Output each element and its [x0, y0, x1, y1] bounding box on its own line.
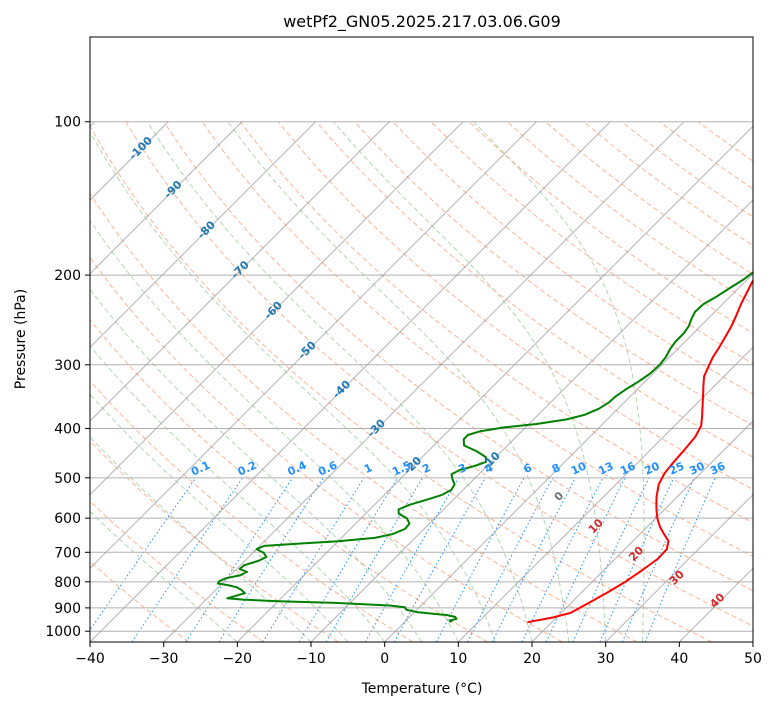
dry-adiabat-line: [392, 121, 753, 395]
x-tick-label: −40: [75, 651, 105, 667]
mixing-ratio-label: 36: [708, 459, 728, 477]
isotherm-line: [90, 121, 611, 642]
mixing-ratio-label: 16: [618, 459, 638, 477]
moist-adiabat-line: [90, 345, 386, 642]
y-tick-label: 800: [54, 575, 81, 591]
isotherm-line: [384, 272, 753, 642]
mixing-ratio-label: 10: [569, 459, 589, 477]
isotherm-line: [90, 121, 537, 570]
mixing-ratio-line: [521, 477, 604, 642]
dewpoint-profile: [216, 271, 753, 623]
x-tick-label: 20: [523, 651, 541, 667]
mixing-ratio-label: 20: [642, 459, 662, 477]
mixing-ratio-label: 30: [687, 459, 707, 477]
moist-adiabat-line: [146, 121, 533, 642]
moist-adiabat-line: [90, 219, 459, 642]
mixing-ratio-line: [467, 477, 554, 642]
plot-area: [90, 37, 753, 642]
x-axis-ticks: −40 −30 −20 −10 0 10 20 30 40 50: [75, 642, 762, 667]
moist-adiabat-line: [332, 121, 607, 642]
x-tick-label: −20: [223, 651, 253, 667]
isotherm-line: [163, 121, 685, 642]
mixing-ratio-line: [185, 477, 293, 642]
chart-title: wetPf2_GN05.2025.217.03.06.G09: [283, 12, 561, 32]
isotherms: [90, 121, 753, 642]
dry-adiabat-line: [239, 121, 753, 524]
mixing-ratio-lines: [90, 477, 716, 642]
isotherm-line: [310, 199, 753, 642]
isotherm-line: [457, 346, 753, 642]
y-tick-label: 400: [54, 421, 81, 437]
dry-adiabat-line: [316, 121, 753, 458]
moist-adiabats: [90, 121, 645, 642]
isotherm-line: [605, 493, 753, 642]
isotherm-line: [90, 121, 390, 422]
y-tick-label: 900: [54, 601, 81, 617]
x-axis-title: Temperature (°C): [361, 681, 483, 697]
temperature-profile: [527, 279, 753, 624]
y-tick-label: 100: [54, 115, 81, 131]
y-tick-label: 500: [54, 471, 81, 487]
dry-adiabat-line: [90, 192, 638, 642]
y-tick-label: 700: [54, 545, 81, 561]
moist-adiabat-line: [90, 130, 496, 642]
x-tick-label: 50: [744, 651, 762, 667]
pressure-gridlines: [90, 121, 753, 632]
mixing-ratio-line: [131, 477, 244, 642]
dry-adiabat-line: [90, 125, 712, 642]
x-tick-label: 30: [597, 651, 615, 667]
dry-adiabat-line: [468, 121, 753, 334]
isotherm-line: [90, 121, 464, 496]
y-tick-label: 300: [54, 358, 81, 374]
dry-adiabat-line: [90, 256, 563, 642]
isotherm-line: [531, 420, 753, 642]
mixing-ratio-line: [262, 477, 365, 642]
mixing-ratio-line: [644, 477, 716, 642]
y-axis-ticks: 100 200 300 400 500 600 700 800 900 1000: [45, 115, 90, 640]
x-tick-label: 10: [449, 651, 467, 667]
dry-adiabat-line: [163, 121, 753, 592]
y-tick-label: 200: [54, 268, 81, 284]
mixing-ratio-label: 25: [667, 459, 686, 477]
mixing-ratio-line: [393, 477, 486, 642]
mixing-ratio-line: [90, 477, 197, 631]
mixing-ratio-line: [435, 477, 525, 642]
isotherm-line: [90, 121, 316, 349]
isotherm-line: [236, 125, 753, 642]
x-tick-label: 0: [380, 651, 389, 667]
dry-adiabat-line: [583, 121, 753, 247]
dry-adiabat-line: [125, 121, 753, 627]
y-tick-label: 600: [54, 511, 81, 527]
x-tick-label: −10: [296, 651, 326, 667]
mixing-ratio-line: [364, 477, 460, 642]
dry-adiabat-line: [545, 121, 753, 275]
isotherm-line: [752, 641, 753, 642]
sounding-series: [216, 271, 753, 624]
dry-adiabat-line: [201, 121, 753, 557]
x-tick-label: 40: [670, 651, 688, 667]
mixing-ratio-line: [491, 477, 576, 642]
mixing-ratio-line: [218, 477, 324, 642]
y-tick-label: 1000: [45, 624, 81, 640]
mixing-ratio-label: 13: [596, 459, 615, 477]
x-tick-label: −30: [149, 651, 179, 667]
dry-adiabat-line: [90, 380, 414, 642]
plot-frame: [89, 36, 754, 643]
y-axis-title: Pressure (hPa): [13, 289, 29, 389]
isotherm-line: [90, 121, 243, 275]
moist-adiabat-line: [227, 121, 570, 642]
moist-adiabat-line: [90, 393, 349, 642]
